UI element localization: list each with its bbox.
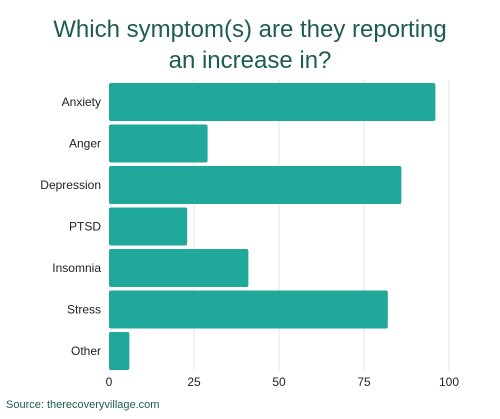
bar-ptsd: [109, 207, 188, 246]
x-tick-label-0: 0: [106, 375, 113, 389]
bar-depression: [109, 166, 402, 204]
category-label-ptsd: PTSD: [69, 220, 101, 234]
bar-other: [109, 332, 130, 370]
category-label-stress: Stress: [67, 303, 101, 317]
category-label-insomnia: Insomnia: [52, 261, 101, 275]
x-tick-label-25: 25: [187, 375, 201, 389]
category-label-anxiety: Anxiety: [62, 95, 101, 109]
category-label-other: Other: [71, 344, 101, 358]
category-label-depression: Depression: [40, 178, 101, 192]
bar-anger: [109, 124, 208, 163]
source-caption: Source: therecoveryvillage.com: [6, 399, 160, 411]
x-tick-label-75: 75: [357, 375, 371, 389]
x-tick-label-100: 100: [439, 375, 459, 389]
chart-title-line-2: an increase in?: [168, 47, 332, 74]
chart-title: Which symptom(s) are they reporting an i…: [0, 14, 500, 76]
bar-insomnia: [109, 249, 249, 287]
bar-anxiety: [109, 83, 436, 121]
bar-stress: [109, 290, 388, 329]
chart-title-line-1: Which symptom(s) are they reporting: [53, 16, 447, 43]
x-tick-label-50: 50: [272, 375, 286, 389]
category-label-anger: Anger: [69, 137, 101, 151]
